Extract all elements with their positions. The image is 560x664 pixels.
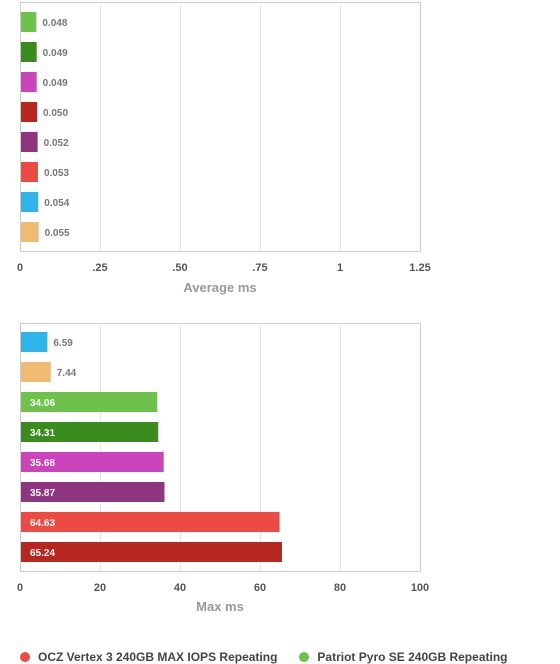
average-tick-label: 0 <box>17 262 23 274</box>
max-bar-label: 64.63 <box>30 518 55 529</box>
average-bar-label: 0.054 <box>44 198 69 209</box>
legend-label: OCZ Vertex 3 240GB MAX IOPS Repeating <box>38 650 278 664</box>
legend-label: Patriot Pyro SE 240GB Repeating <box>317 650 508 664</box>
average-bar <box>21 222 39 242</box>
max-bar <box>21 362 51 382</box>
average-bar <box>21 162 38 182</box>
average-bar <box>21 132 38 152</box>
average-bar <box>21 42 37 62</box>
max-bar-label: 35.68 <box>30 458 55 469</box>
max-bar-label: 35.87 <box>30 488 55 499</box>
average-bar-label: 0.050 <box>43 108 68 119</box>
max-bar-label: 34.31 <box>30 428 55 439</box>
max-tick-label: 20 <box>94 582 106 594</box>
legend-item-patriot-pyro[interactable]: Patriot Pyro SE 240GB Repeating <box>299 650 507 664</box>
average-bar <box>21 102 37 122</box>
legend-dot-icon <box>299 652 310 662</box>
average-bar <box>21 192 39 212</box>
max-bar <box>21 332 48 352</box>
average-bar <box>21 72 37 92</box>
max-axis-title: Max ms <box>196 599 244 614</box>
max-bar-label: 65.24 <box>30 548 55 559</box>
average-bar-label: 0.052 <box>44 138 69 149</box>
max-tick-label: 80 <box>334 582 346 594</box>
max-tick-label: 40 <box>174 582 186 594</box>
max-bar-label: 34.06 <box>30 398 55 409</box>
max-bar <box>21 512 280 532</box>
average-tick-label: .25 <box>92 262 107 274</box>
max-tick-label: 60 <box>254 582 266 594</box>
average-tick-label: .50 <box>172 262 187 274</box>
max-tick-label: 100 <box>411 582 429 594</box>
max-plot-frame <box>20 323 421 572</box>
max-bar <box>21 542 282 562</box>
average-bar <box>21 12 37 32</box>
max-bar <box>21 482 165 502</box>
average-tick-label: 1.25 <box>409 262 430 274</box>
max-bar-label: 6.59 <box>53 338 73 349</box>
max-bar <box>21 392 158 412</box>
average-bar-label: 0.049 <box>43 48 68 59</box>
average-bar-label: 0.055 <box>45 228 70 239</box>
average-plot-frame <box>20 2 421 252</box>
average-bar-label: 0.049 <box>43 78 68 89</box>
average-tick-label: 1 <box>337 262 343 274</box>
average-axis-title: Average ms <box>183 280 256 295</box>
legend-dot-icon <box>20 652 30 662</box>
average-tick-label: .75 <box>252 262 267 274</box>
max-bar <box>21 422 159 442</box>
average-bar-label: 0.053 <box>44 168 69 179</box>
average-bar-label: 0.048 <box>42 18 67 29</box>
legend: OCZ Vertex 3 240GB MAX IOPS Repeating Pa… <box>20 650 507 664</box>
max-tick-label: 0 <box>17 582 23 594</box>
legend-item-ocz-vertex[interactable]: OCZ Vertex 3 240GB MAX IOPS Repeating <box>20 650 277 664</box>
max-bar <box>21 452 164 472</box>
max-bar-label: 7.44 <box>57 368 77 379</box>
chart-area: 0 .25 .50 .75 1 1.25 Average ms 0.048 0.049 0.049… <box>17 2 431 614</box>
